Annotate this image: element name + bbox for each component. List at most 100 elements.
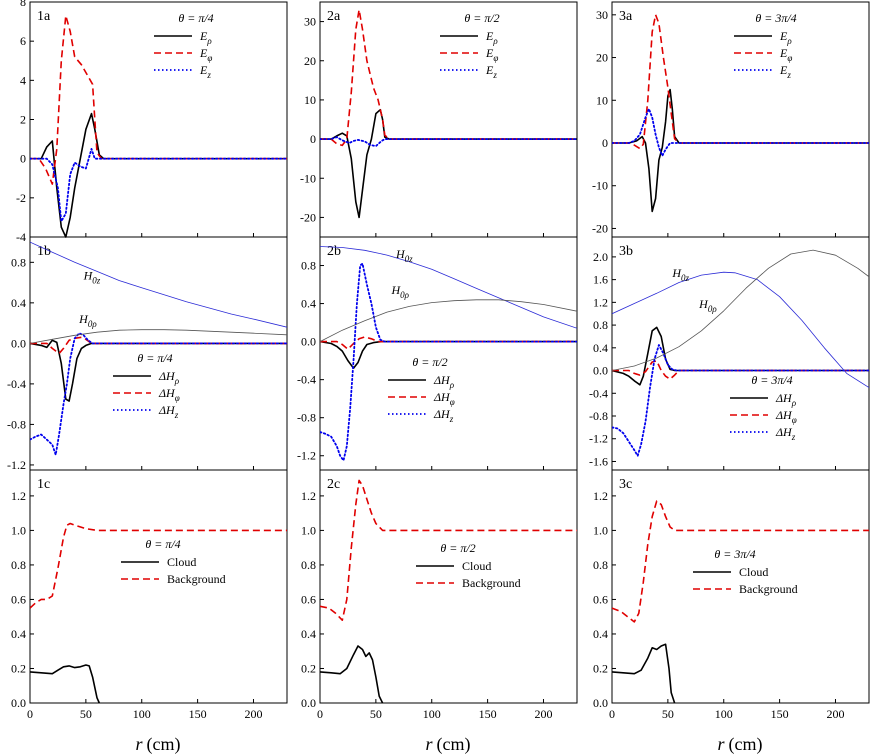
y-tick-label: 0.8 bbox=[11, 558, 26, 572]
x-tick-label: 100 bbox=[715, 707, 733, 721]
legend: θ = 3π/4 Cloud Background bbox=[693, 547, 798, 596]
panel-frame bbox=[611, 236, 870, 471]
series-group bbox=[30, 14, 287, 238]
legend-label: Ez bbox=[199, 63, 211, 80]
y-tick-label: 0 bbox=[310, 132, 316, 146]
y-tick-label: 0.4 bbox=[11, 627, 26, 641]
y-tick-label: 30 bbox=[304, 15, 316, 29]
series-line-Eρ bbox=[30, 112, 287, 238]
x-axis-title-col1: r (cm) bbox=[136, 734, 181, 755]
panel-frame bbox=[29, 469, 288, 704]
y-tick-label: 2 bbox=[20, 113, 26, 127]
curve-annotation: H0z bbox=[671, 266, 689, 283]
series-line-Background bbox=[320, 479, 577, 621]
series-line-ΔHφ bbox=[30, 336, 287, 355]
panel-label: 2a bbox=[327, 9, 341, 24]
curve-annotation: H0ρ bbox=[78, 312, 97, 329]
y-tick-label: 0.6 bbox=[301, 592, 316, 606]
y-tick-label: 0.8 bbox=[301, 558, 316, 572]
y-tick-label: 2.0 bbox=[593, 250, 608, 264]
x-tick-label: 150 bbox=[189, 707, 207, 721]
y-tick-label: -2 bbox=[16, 191, 26, 205]
series-line-Eρ bbox=[612, 88, 869, 213]
series-line-H0ρ bbox=[320, 299, 577, 342]
y-tick-label: 1.0 bbox=[593, 523, 608, 537]
x-tick-label: 100 bbox=[133, 707, 151, 721]
y-tick-label: 0.4 bbox=[593, 341, 608, 355]
y-tick-label: 20 bbox=[304, 54, 316, 68]
legend-label: Ez bbox=[779, 63, 791, 80]
series-line-Background bbox=[612, 500, 869, 623]
x-tick-label: 50 bbox=[370, 707, 382, 721]
series-group bbox=[612, 500, 869, 704]
legend-title: θ = 3π/4 bbox=[751, 373, 792, 387]
legend-label: ΔHz bbox=[775, 425, 796, 442]
panel-3c: 0.0 0.2 0.4 0.6 0.8 1.0 1.2 0 50 100 150 200 3c θ = 3… bbox=[593, 469, 870, 721]
y-tick-label: -0.4 bbox=[297, 373, 316, 387]
panel-frame bbox=[319, 469, 578, 704]
x-tick-label: 0 bbox=[27, 707, 33, 721]
panel-label: 2b bbox=[327, 244, 341, 259]
series-line-Cloud bbox=[320, 645, 384, 704]
legend: θ = π/2 Cloud Background bbox=[416, 541, 521, 590]
y-tick-label: 0.4 bbox=[593, 627, 608, 641]
panel-label: 1b bbox=[37, 244, 51, 259]
legend-title: θ = π/2 bbox=[464, 11, 499, 25]
series-group bbox=[320, 479, 577, 704]
legend-label: ΔHz bbox=[433, 407, 454, 424]
y-tick-label: -0.8 bbox=[297, 411, 316, 425]
legend-title: θ = π/4 bbox=[178, 11, 213, 25]
series-line-Eφ bbox=[612, 14, 869, 150]
y-tick-label: -1.6 bbox=[589, 454, 608, 468]
y-tick-label: -0.8 bbox=[589, 409, 608, 423]
panel-label: 3c bbox=[619, 477, 632, 492]
curve-annotation: H0ρ bbox=[698, 297, 717, 314]
panel-label: 3b bbox=[619, 244, 633, 259]
legend-label: Background bbox=[167, 572, 226, 586]
series-group bbox=[320, 246, 577, 462]
legend-label: ΔHφ bbox=[433, 390, 455, 407]
y-tick-label: 0 bbox=[602, 136, 608, 150]
series-line-Eφ bbox=[320, 9, 577, 147]
panel-label: 3a bbox=[619, 9, 633, 24]
y-tick-label: 0.0 bbox=[301, 335, 316, 349]
y-tick-label: 0.0 bbox=[301, 696, 316, 710]
legend-label: Eφ bbox=[779, 46, 792, 63]
legend-label: Eφ bbox=[485, 46, 498, 63]
series-line-Cloud bbox=[612, 643, 676, 704]
x-tick-label: 50 bbox=[80, 707, 92, 721]
series-line-H0z bbox=[612, 271, 869, 388]
y-tick-label: 0.2 bbox=[301, 661, 316, 675]
series-line-Ez bbox=[30, 148, 287, 223]
y-tick-label: 1.0 bbox=[11, 523, 26, 537]
y-tick-label: 8 bbox=[20, 0, 26, 9]
x-axis-title-col3: r (cm) bbox=[718, 734, 763, 755]
x-tick-label: 0 bbox=[317, 707, 323, 721]
y-tick-label: 1.2 bbox=[11, 489, 26, 503]
legend-label: Eφ bbox=[199, 46, 212, 63]
legend-title: θ = π/4 bbox=[137, 351, 172, 365]
y-tick-label: -20 bbox=[300, 210, 316, 224]
y-tick-label: -4 bbox=[16, 230, 26, 244]
y-tick-label: -0.8 bbox=[7, 417, 26, 431]
x-tick-label: 100 bbox=[423, 707, 441, 721]
y-tick-label: 0.2 bbox=[593, 661, 608, 675]
legend-label: Eρ bbox=[485, 29, 498, 46]
y-tick-label: 10 bbox=[596, 93, 608, 107]
y-tick-label: 0.0 bbox=[11, 696, 26, 710]
panel-frame bbox=[611, 469, 870, 704]
series-line-ΔHz bbox=[612, 344, 869, 457]
series-line-H0z bbox=[320, 246, 577, 329]
y-tick-label: 0.6 bbox=[11, 592, 26, 606]
legend-label: Eρ bbox=[779, 29, 792, 46]
y-tick-label: 1.6 bbox=[593, 273, 608, 287]
x-tick-label: 200 bbox=[826, 707, 844, 721]
